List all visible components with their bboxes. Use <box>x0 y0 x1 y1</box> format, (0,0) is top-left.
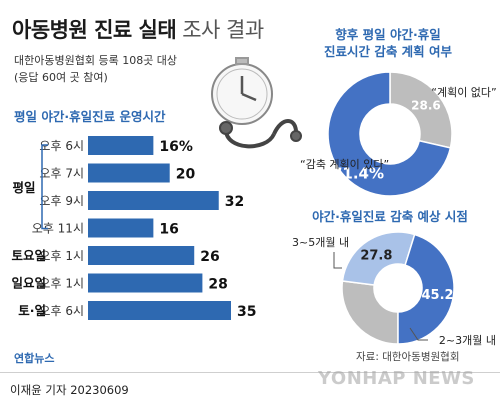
donut-slice <box>341 280 399 345</box>
subtitle-line2: (응답 60여 곳 참여) <box>14 71 108 84</box>
bar <box>88 273 203 293</box>
page-title: 아동병원 진료 실태 조사 결과 <box>12 14 264 44</box>
category-label: 오후 6시 <box>39 304 84 318</box>
value-label: 20 <box>176 167 196 183</box>
subtitle-line1: 대한아동병원협회 등록 108곳 대상 <box>14 54 178 67</box>
bar <box>88 163 170 183</box>
category-label: 오후 7시 <box>39 167 84 181</box>
group-label: 일요일 <box>11 276 46 291</box>
value-label: 35 <box>237 304 256 320</box>
bar-chart-title: 평일 야간·휴일진료 운영시간 <box>14 109 166 124</box>
group-label: 토요일 <box>11 248 46 263</box>
source-note: 자료: 대한아동병원협회 <box>356 351 460 363</box>
donut-slice <box>341 231 416 286</box>
title-text: 아동병원 진료 실태 <box>12 18 177 42</box>
bar <box>88 301 231 320</box>
value-label: 26 <box>200 249 219 265</box>
byline: 이재윤 기자 20230609 <box>10 383 129 397</box>
leader-line <box>333 252 342 269</box>
donut-slice <box>397 233 455 345</box>
bar <box>88 191 219 210</box>
group-bracket <box>41 144 48 230</box>
operating-hours-bar-chart: 오후 6시 16% 오후 7시 20 오후 9시 32 오후 11시 16 오후 1시 26 오후 … <box>11 136 256 320</box>
title-suffix: 조사 결과 <box>182 18 264 42</box>
slice-name-label: “감축 계획이 있다” <box>300 158 389 171</box>
donut2-title: 야간·휴일진료 감축 예상 시점 <box>312 209 468 224</box>
slice-value-label: 71.4% <box>332 165 384 183</box>
group-label: 토·일 <box>18 303 46 318</box>
bar <box>88 246 195 265</box>
slice-name-label: “계획이 없다” <box>431 86 497 99</box>
clock-stethoscope-icon <box>211 57 302 149</box>
value-label: 16 <box>159 222 178 238</box>
slice-value-label: 45.2 <box>422 288 454 303</box>
reduction-plan-donut: 28.6 71.4% “계획이 없다” “감축 계획이 있다” <box>300 71 497 197</box>
watermark: YONHAP NEWS <box>318 368 475 389</box>
bar <box>88 218 154 238</box>
reduction-timing-donut: 45.2 27.8 3~5개월 내 2~3개월 내 <box>292 231 496 347</box>
value-label: 28 <box>208 277 227 293</box>
donut-slice <box>389 71 453 149</box>
category-label: 오후 1시 <box>39 249 84 263</box>
category-label: 오후 9시 <box>39 194 84 208</box>
donut-slice <box>327 71 452 197</box>
slice-name-label: 3~5개월 내 <box>292 236 349 249</box>
agency-logo: 연합뉴스 <box>14 352 55 365</box>
value-label: 32 <box>225 194 244 210</box>
bar <box>88 136 154 155</box>
category-label: 오후 11시 <box>32 222 84 236</box>
slice-name-label: 2~3개월 내 <box>439 334 496 347</box>
donut1-title: 향후 평일 야간·휴일 진료시간 감축 계획 여부 <box>323 27 453 59</box>
leader-line <box>409 327 428 341</box>
slice-value-label: 28.6 <box>411 98 441 112</box>
value-label: 16% <box>159 139 193 155</box>
group-label: 평일 <box>12 180 35 195</box>
footer-divider <box>0 372 500 373</box>
category-label: 오후 1시 <box>39 277 84 291</box>
category-label: 오후 6시 <box>39 139 84 153</box>
slice-value-label: 27.8 <box>360 248 392 263</box>
